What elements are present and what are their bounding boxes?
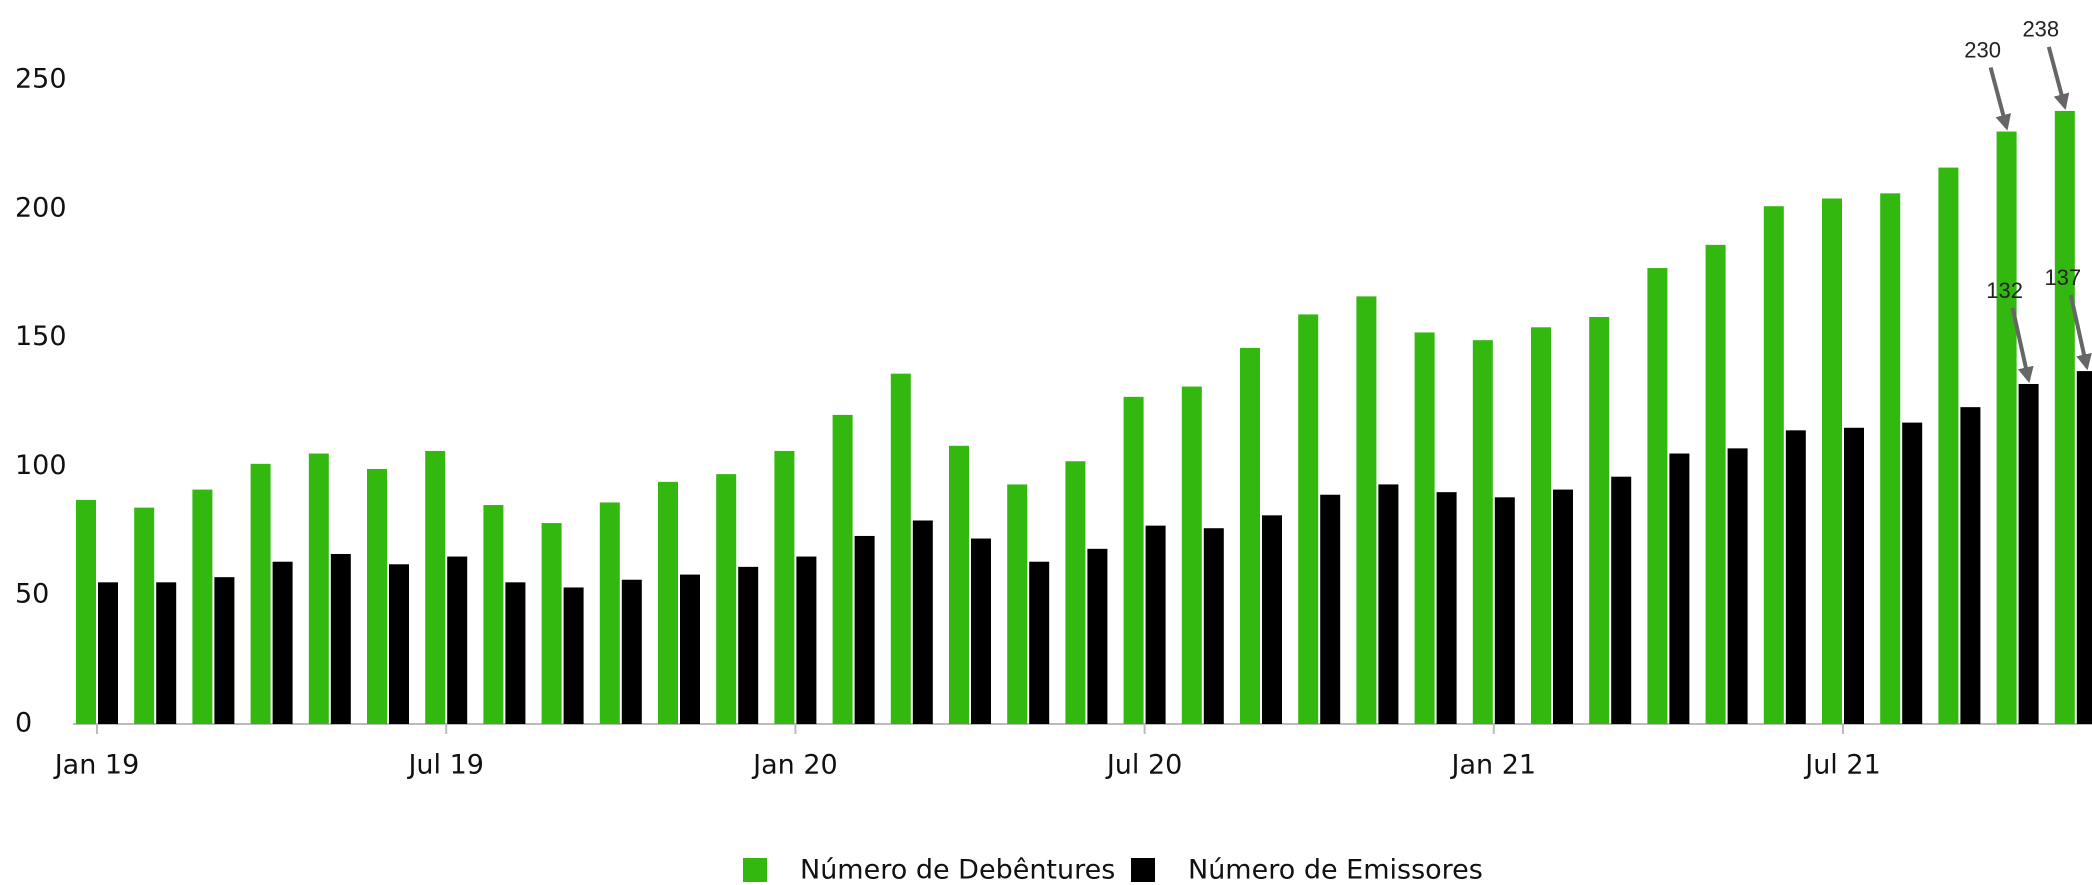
- bar: [832, 414, 853, 724]
- data-label: 238: [2022, 17, 2059, 42]
- x-tick-label: Jan 19: [53, 750, 140, 781]
- bar: [1356, 296, 1377, 724]
- bar: [1880, 193, 1901, 724]
- legend-label: Número de Emissores: [1188, 855, 1483, 885]
- bar: [250, 463, 271, 724]
- bar: [308, 453, 329, 724]
- bar: [272, 561, 293, 724]
- x-tick-label: Jul 20: [1105, 750, 1183, 781]
- bar: [1531, 327, 1551, 724]
- bar: [890, 373, 911, 724]
- bar: [563, 587, 584, 724]
- bar: [2018, 383, 2039, 724]
- data-label: 132: [1986, 278, 2023, 303]
- bar: [738, 566, 759, 724]
- bar: [192, 489, 213, 724]
- y-tick-label: 50: [15, 579, 49, 610]
- bar: [1553, 489, 1573, 724]
- y-tick-label: 200: [15, 192, 67, 223]
- bar: [1378, 484, 1399, 724]
- legend-label: Número de Debêntures: [800, 855, 1115, 885]
- bar: [796, 556, 817, 724]
- bar: [912, 520, 933, 724]
- x-tick-label: Jul 19: [406, 750, 484, 781]
- bar: [599, 502, 620, 724]
- bar: [1181, 386, 1202, 724]
- annotation-arrow: [1988, 67, 2012, 131]
- bar: [505, 582, 526, 724]
- bar: [1494, 497, 1515, 724]
- bar: [1145, 525, 1166, 724]
- bar: [1414, 332, 1435, 724]
- y-tick-label: 0: [15, 708, 32, 739]
- bar: [134, 507, 155, 724]
- bar: [971, 538, 991, 724]
- bar: [1320, 494, 1341, 724]
- bar: [1785, 430, 1806, 724]
- bar: [1203, 528, 1224, 724]
- bar: [1472, 340, 1493, 724]
- bar: [425, 450, 446, 724]
- bar: [98, 582, 118, 724]
- bar: [2054, 110, 2075, 725]
- bar: [447, 556, 468, 724]
- bar: [774, 450, 795, 724]
- x-tick-label: Jan 20: [751, 750, 838, 781]
- bar: [854, 535, 875, 724]
- bar: [483, 505, 504, 724]
- annotation-arrow: [2010, 307, 2034, 384]
- data-label: 230: [1964, 37, 2001, 62]
- bar: [1065, 461, 1086, 724]
- legend-swatch: [743, 858, 767, 882]
- bar: [214, 577, 235, 724]
- bar: [1262, 515, 1282, 724]
- bar: [949, 445, 969, 724]
- bar: [330, 553, 351, 724]
- bar: [716, 474, 737, 724]
- bar: [2076, 371, 2092, 724]
- bar: [1647, 268, 1668, 724]
- bar: [1938, 167, 1959, 725]
- bar: [1029, 561, 1050, 724]
- bar: [680, 574, 700, 724]
- bar: [1669, 453, 1690, 724]
- bar: [1705, 244, 1726, 724]
- bar: [1960, 407, 1981, 724]
- bar: [1727, 448, 1748, 724]
- x-tick-label: Jan 21: [1450, 750, 1537, 781]
- bar: [1996, 131, 2017, 724]
- bar: [389, 564, 409, 724]
- bar: [156, 582, 177, 724]
- bar: [1611, 476, 1632, 724]
- y-tick-label: 100: [15, 450, 67, 481]
- bar: [367, 468, 387, 724]
- bar: [1589, 316, 1610, 724]
- annotation-arrow: [2068, 294, 2092, 371]
- annotation-arrow: [2046, 46, 2070, 111]
- bar: [1436, 492, 1457, 724]
- bar: [1007, 484, 1028, 724]
- bar: [1844, 427, 1864, 724]
- bar: [1763, 206, 1784, 724]
- bar: [658, 481, 678, 724]
- bar: [1822, 198, 1842, 725]
- legend-swatch: [1131, 858, 1155, 882]
- bar: [1902, 422, 1923, 724]
- bar: [541, 523, 562, 724]
- bar: [1298, 314, 1319, 724]
- data-label: 137: [2044, 265, 2081, 290]
- bar: [1087, 548, 1108, 724]
- bar: [621, 579, 642, 724]
- x-tick-label: Jul 21: [1803, 750, 1881, 781]
- bar: [1123, 396, 1144, 724]
- y-tick-label: 150: [15, 321, 67, 352]
- bar: [76, 499, 96, 724]
- y-tick-label: 250: [15, 64, 67, 95]
- bar: [1240, 347, 1260, 724]
